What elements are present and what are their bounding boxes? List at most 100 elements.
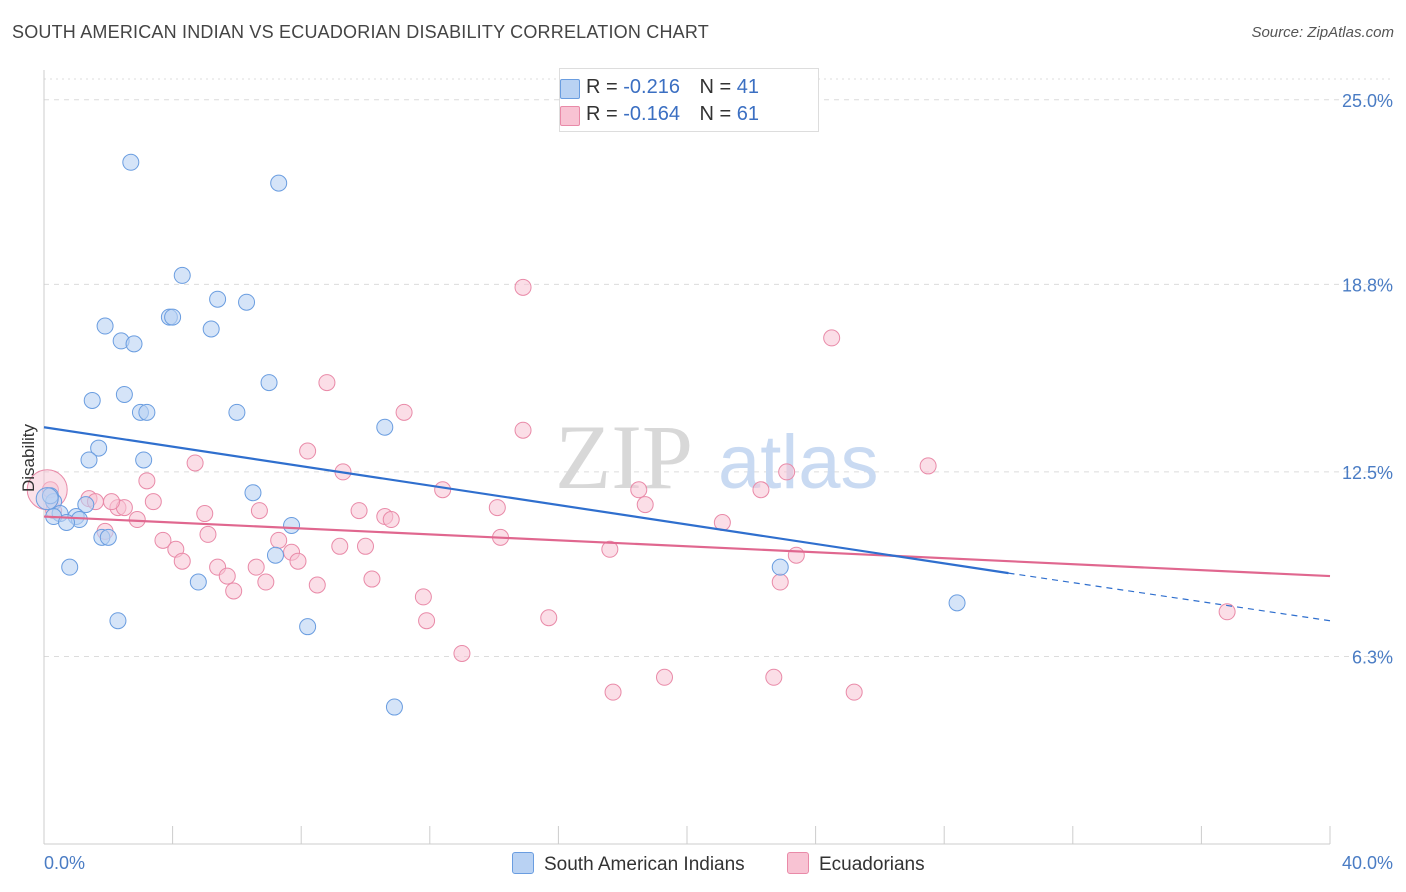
point-south-american-indians: [189, 573, 207, 591]
point-south-american-indians: [209, 290, 227, 308]
point-south-american-indians: [138, 403, 156, 421]
point-ecuadorians: [540, 609, 558, 627]
source-credit: Source: ZipAtlas.com: [1251, 24, 1394, 41]
point-south-american-indians: [96, 317, 114, 335]
point-ecuadorians: [655, 668, 673, 686]
point-ecuadorians: [173, 552, 191, 570]
y-tick-label: 6.3%: [1352, 647, 1393, 667]
point-ecuadorians: [418, 612, 436, 630]
legend-r-label: R =: [586, 76, 624, 98]
trend-line-ecuadorians: [43, 515, 1331, 578]
point-south-american-indians: [202, 320, 220, 338]
watermark-atlas: atlas: [718, 420, 879, 505]
point-ecuadorians: [154, 531, 172, 549]
point-south-american-indians: [376, 418, 394, 436]
point-south-american-indians: [99, 528, 117, 546]
point-ecuadorians: [514, 278, 532, 296]
point-ecuadorians: [308, 576, 326, 594]
x-tick-label: 0.0%: [44, 853, 85, 873]
point-ecuadorians: [604, 683, 622, 701]
point-ecuadorians: [382, 511, 400, 529]
point-south-american-indians: [77, 496, 95, 514]
point-south-american-indians: [109, 612, 127, 630]
legend-r-value: -0.216: [623, 76, 680, 98]
grid-lines: [44, 78, 1392, 657]
axes: [43, 70, 1331, 845]
point-south-american-indians: [266, 546, 284, 564]
bottom-legend-label: South American Indians: [544, 854, 745, 875]
point-ecuadorians: [196, 505, 214, 523]
point-south-american-indians: [270, 174, 288, 192]
point-south-american-indians: [173, 266, 191, 284]
point-south-american-indians: [260, 374, 278, 392]
bottom-legend-swatch-pink: [787, 852, 809, 874]
chart-title: SOUTH AMERICAN INDIAN VS ECUADORIAN DISA…: [12, 22, 709, 42]
bottom-legend-swatch-blue: [512, 852, 534, 874]
point-south-american-indians: [228, 403, 246, 421]
point-south-american-indians: [90, 439, 108, 457]
watermark-zip: ZIP: [555, 406, 693, 508]
point-ecuadorians: [318, 374, 336, 392]
legend-n-label: N =: [699, 76, 737, 98]
point-ecuadorians: [299, 442, 317, 460]
point-ecuadorians: [514, 421, 532, 439]
point-south-american-indians: [115, 385, 133, 403]
legend-n-label: N =: [699, 103, 737, 125]
point-ecuadorians: [823, 329, 841, 347]
point-ecuadorians: [845, 683, 863, 701]
point-south-american-indians: [164, 308, 182, 326]
legend-r-label: R =: [586, 103, 624, 125]
y-tick-label: 18.8%: [1342, 275, 1393, 295]
tick-labels: 6.3% 12.5% 18.8% 25.0% 0.0% 40.0%: [44, 91, 1393, 873]
point-ecuadorians: [247, 558, 265, 576]
point-south-american-indians: [61, 558, 79, 576]
point-ecuadorians: [434, 481, 452, 499]
legend-n-value: 41: [736, 76, 760, 98]
point-ecuadorians: [787, 546, 805, 564]
point-south-american-indians: [135, 451, 153, 469]
point-ecuadorians: [199, 525, 217, 543]
legend-row-ecuadorians: R = -0.164 N = 61: [560, 103, 760, 126]
y-tick-label: 25.0%: [1342, 91, 1393, 111]
point-ecuadorians: [453, 644, 471, 662]
point-ecuadorians: [752, 481, 770, 499]
x-tick-label: 40.0%: [1342, 853, 1393, 873]
legend-n-value: 61: [736, 103, 760, 125]
point-south-american-indians-cluster: [35, 487, 59, 511]
point-ecuadorians: [395, 403, 413, 421]
trend-lines: [43, 426, 1331, 622]
point-ecuadorians: [778, 463, 796, 481]
point-ecuadorians: [1218, 603, 1236, 621]
point-ecuadorians: [488, 499, 506, 517]
watermark: ZIP atlas: [555, 406, 879, 508]
point-ecuadorians: [357, 537, 374, 555]
y-axis-label: Disability: [19, 423, 38, 492]
point-south-american-indians: [80, 451, 98, 469]
point-south-american-indians: [771, 558, 789, 576]
point-ecuadorians: [186, 454, 204, 472]
point-ecuadorians: [257, 573, 275, 591]
correlation-legend: R = -0.216 N = 41 R = -0.164 N = 61: [559, 68, 819, 132]
point-ecuadorians: [363, 570, 381, 588]
point-ecuadorians: [601, 540, 619, 558]
point-south-american-indians: [948, 594, 966, 612]
point-south-american-indians: [122, 153, 140, 171]
point-south-american-indians: [244, 484, 262, 502]
trend-line-south-american-indians: [43, 426, 1009, 575]
point-south-american-indians: [283, 516, 301, 534]
point-ecuadorians: [103, 493, 121, 511]
series-ecuadorians-points: [26, 278, 1236, 701]
point-ecuadorians: [771, 573, 789, 591]
point-ecuadorians: [218, 567, 236, 585]
legend-r-value: -0.164: [623, 103, 680, 125]
point-south-american-indians: [83, 391, 101, 409]
bottom-legend-south-american-indians: South American Indians: [512, 852, 745, 876]
y-tick-label: 12.5%: [1342, 463, 1393, 483]
point-south-american-indians: [385, 698, 403, 716]
point-ecuadorians: [144, 493, 162, 511]
point-ecuadorians: [414, 588, 432, 606]
point-ecuadorians: [225, 582, 243, 600]
point-ecuadorians: [331, 537, 349, 555]
point-ecuadorians: [636, 496, 654, 514]
